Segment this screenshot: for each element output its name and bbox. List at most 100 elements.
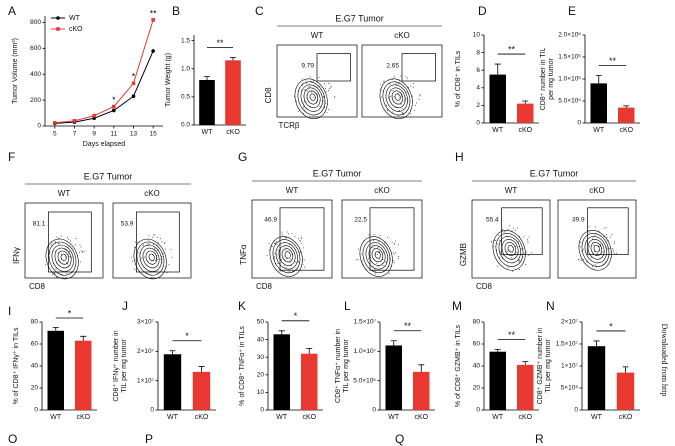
event-dot (383, 80, 385, 82)
event-dot (379, 251, 381, 253)
bar (47, 330, 64, 410)
event-dot (319, 85, 321, 87)
event-dot (415, 104, 417, 106)
event-dot (392, 252, 394, 254)
event-dot (294, 236, 296, 238)
y-tick-label: 40 (473, 363, 481, 370)
x-axis-label: Days elapsed (83, 141, 126, 148)
panel-letter: J (122, 299, 128, 313)
y-tick-label: 6 (476, 67, 480, 74)
event-dot (385, 261, 387, 263)
event-dot (80, 246, 82, 248)
event-dot (387, 237, 389, 239)
event-dot (155, 260, 157, 262)
event-dot (518, 259, 520, 261)
event-dot (284, 265, 286, 267)
event-dot (323, 96, 325, 98)
event-dot (580, 241, 582, 243)
event-dot (406, 91, 408, 93)
event-dot (277, 262, 279, 264)
event-dot (281, 259, 283, 261)
y-tick-label: 30 (257, 354, 265, 361)
bar (301, 353, 318, 410)
significance: * (68, 308, 72, 318)
event-dot (383, 81, 385, 83)
contour-plot (379, 75, 421, 119)
event-dot (142, 244, 144, 246)
event-dot (385, 104, 387, 106)
panel-letter: G (238, 150, 247, 164)
event-dot (612, 248, 614, 250)
event-dot (380, 96, 382, 98)
event-dot (276, 244, 278, 246)
side-note: Downloaded from http (660, 324, 669, 397)
y-tick-label: 5.0×10⁵ (558, 98, 581, 105)
event-dot (134, 268, 136, 270)
contour (284, 251, 291, 259)
x-tick-label: cKO (518, 127, 532, 134)
y-tick-label: 1.0 (181, 65, 190, 72)
event-dot (84, 250, 86, 252)
event-dot (494, 239, 496, 241)
event-dot (148, 235, 150, 237)
event-dot (579, 259, 581, 261)
event-dot (400, 95, 402, 97)
event-dot (579, 246, 581, 248)
panel-letter: D (478, 4, 487, 18)
significance: ** (508, 330, 516, 340)
event-dot (69, 256, 71, 258)
event-dot (327, 90, 329, 92)
event-dot (497, 243, 499, 245)
flow-title: E.G7 Tumor (335, 13, 384, 23)
y-tick-label: 40 (31, 363, 39, 370)
event-dot (501, 228, 503, 230)
sample-name: WT (311, 31, 324, 40)
event-dot (373, 247, 375, 249)
event-dot (284, 246, 286, 248)
y-tick-label: 80 (473, 319, 481, 326)
event-dot (330, 87, 332, 89)
event-dot (52, 274, 54, 276)
bar (385, 345, 402, 410)
event-dot (147, 243, 149, 245)
x-tick-label: WT (492, 127, 504, 134)
point (72, 119, 77, 123)
event-dot (58, 243, 60, 245)
y-tick-label: 0 (372, 407, 376, 414)
contour-plot (266, 231, 306, 277)
error-bar (278, 330, 285, 335)
x-tick-label: cKO (619, 127, 633, 134)
event-dot (281, 231, 283, 233)
event-dot (613, 252, 615, 254)
contour (281, 248, 294, 263)
event-dot (609, 248, 611, 250)
x-tick-label: cKO (76, 414, 90, 421)
event-dot (526, 251, 528, 253)
event-dot (171, 256, 173, 258)
flow-y-label: IFNγ (12, 247, 21, 264)
event-dot (316, 86, 318, 88)
y-axis-label: % of CD8⁺ in TILs (455, 50, 462, 107)
flow-title: E.G7 Tumor (313, 168, 362, 178)
y-tick-label: 2.0×10⁶ (558, 32, 581, 39)
event-dot (152, 243, 154, 245)
y-tick-label: 0.5 (181, 94, 190, 101)
event-dot (69, 240, 71, 242)
x-tick-label: WT (593, 127, 605, 134)
event-dot (592, 238, 594, 240)
event-dot (285, 237, 287, 239)
event-dot (325, 91, 327, 93)
event-dot (372, 265, 374, 267)
y-tick-label: 50 (257, 319, 265, 326)
gate (369, 207, 415, 271)
event-dot (286, 231, 288, 233)
flow-y-label: CD8 (264, 87, 273, 104)
event-dot (326, 112, 328, 114)
contour (60, 253, 67, 261)
y-tick-label: 1.5×10⁷ (354, 319, 377, 326)
event-dot (154, 247, 156, 249)
y-tick-label: 0 (150, 407, 154, 414)
event-dot (303, 259, 305, 261)
sample-name: cKO (394, 31, 410, 40)
contour (303, 87, 321, 109)
